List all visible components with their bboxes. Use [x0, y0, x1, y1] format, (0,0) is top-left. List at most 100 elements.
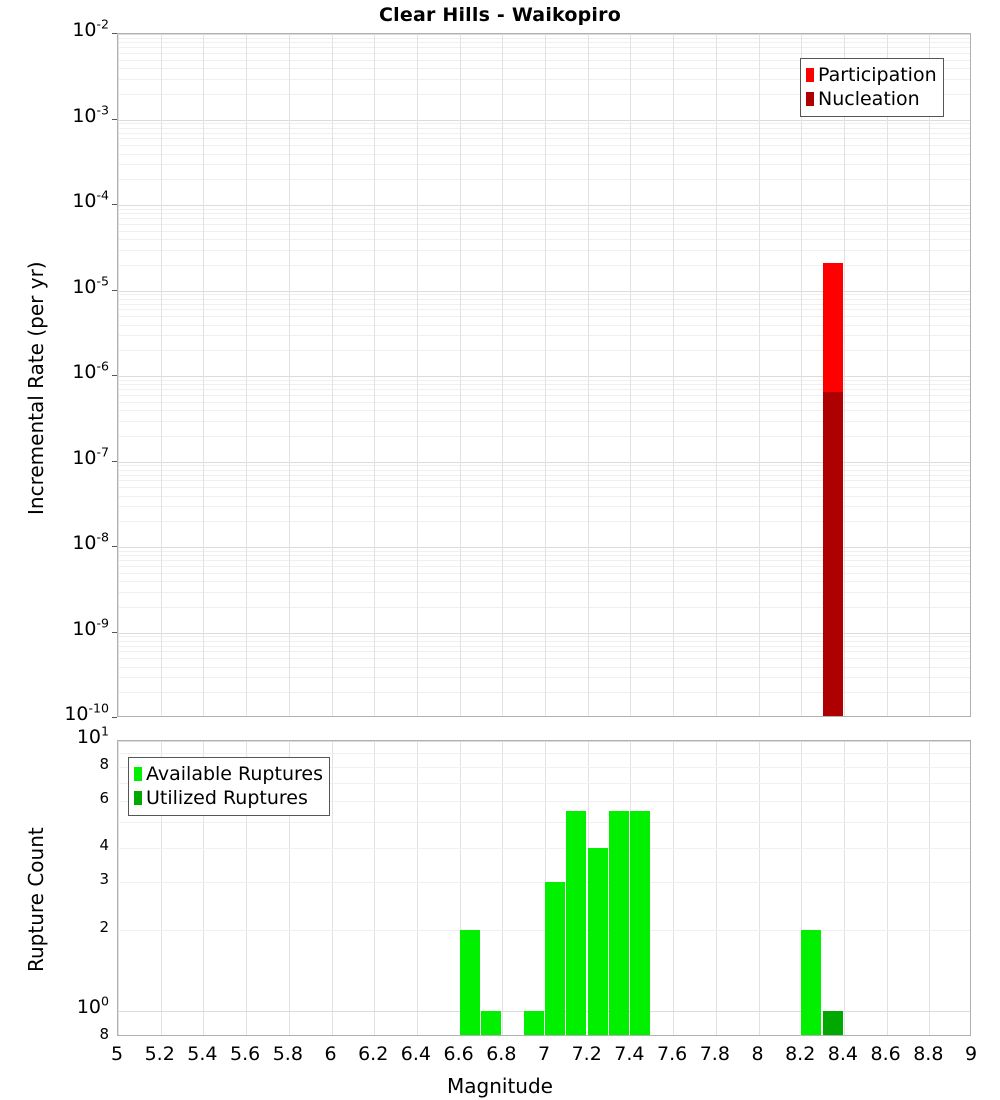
y-tick-mark	[112, 546, 117, 547]
y-tick-mark	[112, 461, 117, 462]
gridline-vertical	[332, 741, 333, 1035]
gridline-horizontal	[118, 209, 970, 210]
gridline-horizontal	[118, 677, 970, 678]
legend-label: Utilized Ruptures	[146, 786, 308, 809]
gridline-horizontal	[118, 309, 970, 310]
gridline-vertical	[588, 34, 589, 716]
legend-swatch-icon	[134, 767, 142, 781]
gridline-horizontal	[118, 767, 970, 768]
y-tick-mark	[112, 119, 117, 120]
gridline-vertical	[801, 34, 802, 716]
y-tick-label: 10-6	[72, 358, 109, 383]
gridline-vertical	[417, 741, 418, 1035]
gridline-horizontal	[118, 376, 970, 377]
gridline-horizontal	[118, 224, 970, 225]
gridline-horizontal	[118, 138, 970, 139]
gridline-horizontal	[118, 402, 970, 403]
gridline-vertical	[887, 34, 888, 716]
y-tick-label: 10-4	[72, 187, 109, 212]
legend-incremental-rate: Participation Nucleation	[800, 58, 944, 117]
gridline-horizontal	[118, 436, 970, 437]
y-tick-label: 10-10	[64, 700, 109, 725]
gridline-horizontal	[118, 304, 970, 305]
gridline-horizontal	[118, 213, 970, 214]
y-tick-label-minor: 8	[99, 1025, 109, 1043]
y-tick-label: 10-5	[72, 273, 109, 298]
gridline-vertical	[246, 741, 247, 1035]
gridline-horizontal	[118, 179, 970, 180]
gridline-horizontal	[118, 265, 970, 266]
gridline-vertical	[887, 741, 888, 1035]
gridline-horizontal	[118, 299, 970, 300]
gridline-horizontal	[118, 462, 970, 463]
gridline-horizontal	[118, 930, 970, 931]
gridline-horizontal	[118, 133, 970, 134]
gridline-horizontal	[118, 350, 970, 351]
gridline-horizontal	[118, 421, 970, 422]
y-tick-mark	[112, 290, 117, 291]
gridline-horizontal	[118, 573, 970, 574]
gridline-horizontal	[118, 592, 970, 593]
page-title: Clear Hills - Waikopiro	[379, 4, 621, 26]
gridline-horizontal	[118, 120, 970, 121]
gridline-vertical	[716, 34, 717, 716]
gridline-horizontal	[118, 239, 970, 240]
incremental-rate-plot	[117, 33, 971, 717]
gridline-horizontal	[118, 123, 970, 124]
legend-label: Nucleation	[818, 87, 920, 110]
legend-swatch-icon	[806, 92, 814, 106]
gridline-horizontal	[118, 633, 970, 634]
gridline-vertical	[759, 34, 760, 716]
x-tick-label: 8.2	[785, 1043, 816, 1065]
legend-rupture-count: Available Ruptures Utilized Ruptures	[128, 757, 330, 816]
gridline-horizontal	[118, 164, 970, 165]
gridline-horizontal	[118, 607, 970, 608]
y-tick-mark	[112, 204, 117, 205]
x-tick-label: 6	[324, 1043, 337, 1065]
bar-available-ruptures	[524, 1011, 544, 1035]
gridline-vertical	[417, 34, 418, 716]
gridline-horizontal	[118, 496, 970, 497]
gridline-horizontal	[118, 335, 970, 336]
y-tick-label-minor: 4	[99, 836, 109, 855]
legend-label: Participation	[818, 63, 937, 86]
y-tick-label: 100	[76, 993, 109, 1018]
legend-item: Participation	[806, 63, 937, 87]
y-tick-label-minor: 3	[99, 870, 109, 889]
gridline-horizontal	[118, 667, 970, 668]
gridline-horizontal	[118, 395, 970, 396]
gridline-vertical	[374, 741, 375, 1035]
x-tick-label: 6.4	[400, 1043, 431, 1065]
gridline-horizontal	[118, 250, 970, 251]
gridline-horizontal	[118, 555, 970, 556]
gridline-vertical	[844, 741, 845, 1035]
rupture-count-plot	[117, 740, 971, 1036]
gridline-horizontal	[118, 487, 970, 488]
gridline-horizontal	[118, 566, 970, 567]
gridline-vertical	[844, 34, 845, 716]
y-tick-mark	[112, 717, 117, 718]
gridline-vertical	[759, 741, 760, 1035]
gridline-vertical	[673, 741, 674, 1035]
gridline-horizontal	[118, 384, 970, 385]
y-tick-label-minor: 6	[99, 788, 109, 807]
gridline-vertical	[801, 741, 802, 1035]
x-axis-label: Magnitude	[447, 1074, 553, 1098]
gridline-vertical	[203, 34, 204, 716]
y-tick-label: 10-2	[72, 16, 109, 41]
gridline-horizontal	[118, 641, 970, 642]
gridline-horizontal	[118, 294, 970, 295]
x-tick-label: 7	[537, 1043, 551, 1065]
gridline-vertical	[460, 741, 461, 1035]
bar-nucleation	[823, 392, 843, 716]
gridline-horizontal	[118, 475, 970, 476]
gridline-horizontal	[118, 521, 970, 522]
bar-available-ruptures	[545, 882, 565, 1035]
gridline-horizontal	[118, 506, 970, 507]
gridline-horizontal	[118, 646, 970, 647]
gridline-horizontal	[118, 658, 970, 659]
gridline-vertical	[673, 34, 674, 716]
bar-available-ruptures	[481, 1011, 501, 1035]
gridline-horizontal	[118, 801, 970, 802]
